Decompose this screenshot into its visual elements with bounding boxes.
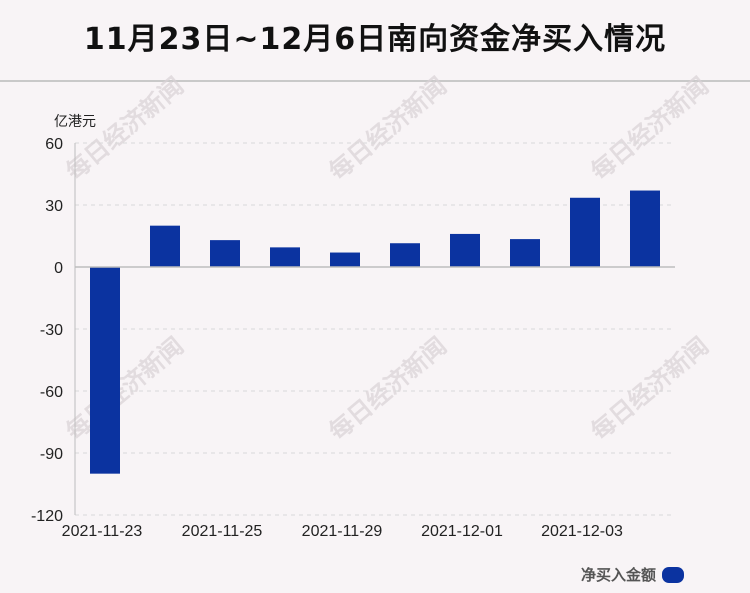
legend-swatch	[662, 566, 684, 583]
legend-label: 净买入金额	[580, 566, 656, 584]
watermark-text: 每日经济新闻	[586, 332, 714, 446]
bar	[450, 233, 480, 267]
x-tick-label: 2021-11-25	[182, 523, 263, 540]
bar	[270, 247, 300, 267]
y-tick-label: 30	[45, 198, 63, 215]
x-tick-label: 2021-12-03	[541, 523, 623, 540]
chart-title: 11月23日~12月6日南向资金净买入情况	[83, 22, 667, 57]
y-axis-unit-label: 亿港元	[54, 114, 96, 130]
bar	[390, 243, 420, 267]
x-tick-label: 2021-11-23	[62, 523, 143, 540]
y-tick-label: 0	[54, 260, 63, 277]
watermark-text: 每日经济新闻	[324, 332, 452, 446]
y-tick-label: 60	[45, 136, 63, 153]
watermark-text: 每日经济新闻	[586, 72, 714, 186]
bar	[630, 190, 660, 267]
legend: 净买入金额	[581, 564, 684, 585]
bar	[510, 239, 540, 267]
bar	[330, 252, 360, 267]
y-tick-label: -30	[40, 322, 63, 339]
bar	[210, 240, 240, 267]
y-tick-label: -120	[31, 508, 63, 525]
bar	[150, 225, 180, 267]
x-tick-label: 2021-11-29	[302, 523, 383, 540]
bar	[570, 197, 600, 267]
x-tick-label: 2021-12-01	[421, 523, 503, 540]
title-divider	[0, 80, 750, 82]
watermark-text: 每日经济新闻	[61, 332, 189, 446]
watermark-text: 每日经济新闻	[324, 72, 452, 186]
y-tick-label: -90	[40, 446, 63, 463]
y-tick-label: -60	[40, 384, 63, 401]
bar	[90, 267, 120, 474]
